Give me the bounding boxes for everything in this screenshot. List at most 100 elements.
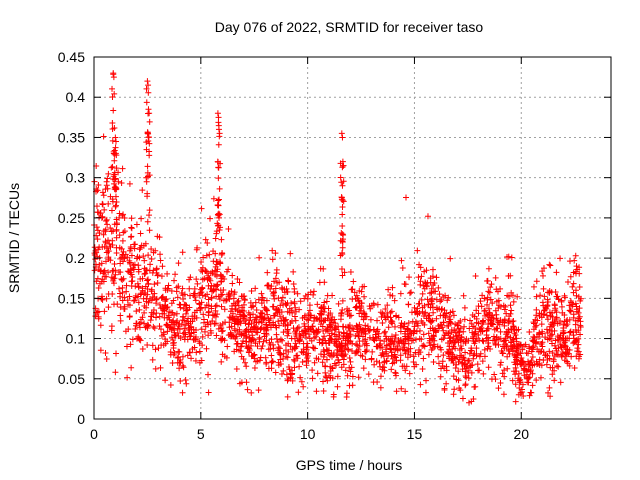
data-point — [275, 295, 282, 302]
data-point — [146, 110, 153, 117]
data-point — [332, 326, 339, 333]
data-point — [488, 281, 495, 288]
data-point — [440, 294, 447, 301]
data-point — [492, 376, 499, 383]
data-point — [105, 304, 112, 311]
data-point — [294, 352, 301, 359]
data-point — [502, 335, 509, 342]
data-point — [577, 331, 584, 338]
data-point — [146, 227, 153, 234]
data-point — [554, 336, 561, 343]
data-point — [317, 321, 324, 328]
data-point — [133, 221, 140, 228]
data-point — [509, 292, 516, 299]
data-point — [145, 134, 152, 141]
data-point — [148, 297, 155, 304]
data-point — [540, 357, 547, 364]
data-point — [323, 356, 330, 363]
data-point — [166, 316, 173, 323]
data-point — [492, 274, 499, 281]
data-point — [389, 292, 396, 299]
data-point — [115, 269, 122, 276]
data-point — [574, 348, 581, 355]
data-point — [294, 355, 301, 362]
data-point — [489, 300, 496, 307]
data-point — [127, 265, 134, 272]
data-point — [542, 304, 549, 311]
data-point — [347, 338, 354, 345]
data-point — [190, 292, 197, 299]
data-point — [133, 320, 140, 327]
data-point — [131, 261, 138, 268]
data-point — [210, 248, 217, 255]
data-point — [340, 162, 347, 169]
data-point — [540, 265, 547, 272]
data-point — [255, 387, 262, 394]
data-point — [552, 289, 559, 296]
data-point — [549, 310, 556, 317]
data-point — [453, 335, 460, 342]
data-point — [389, 284, 396, 291]
data-point — [462, 382, 469, 389]
data-point — [117, 317, 124, 324]
data-point — [576, 284, 583, 291]
data-point — [218, 328, 225, 335]
data-point — [221, 306, 228, 313]
data-point — [487, 345, 494, 352]
data-point — [337, 174, 344, 181]
data-point — [308, 337, 315, 344]
data-point — [113, 165, 120, 172]
data-point — [499, 350, 506, 357]
data-point — [148, 313, 155, 320]
data-point — [516, 384, 523, 391]
data-point — [277, 356, 284, 363]
data-point — [292, 304, 299, 311]
data-point — [150, 267, 157, 274]
data-point — [354, 324, 361, 331]
data-point — [563, 322, 570, 329]
data-point — [360, 309, 367, 316]
data-point — [420, 355, 427, 362]
data-point — [392, 354, 399, 361]
data-point — [544, 296, 551, 303]
data-point — [198, 205, 205, 212]
data-point — [520, 367, 527, 374]
data-point — [304, 344, 311, 351]
data-point — [95, 182, 102, 189]
data-point — [529, 382, 536, 389]
data-point — [315, 356, 322, 363]
data-point — [273, 331, 280, 338]
data-point — [402, 350, 409, 357]
data-point — [193, 246, 200, 253]
data-point — [334, 373, 341, 380]
data-point — [291, 285, 298, 292]
data-point — [347, 368, 354, 375]
data-point — [435, 284, 442, 291]
data-point — [503, 343, 510, 350]
data-point — [116, 232, 123, 239]
data-point — [481, 308, 488, 315]
data-point — [481, 346, 488, 353]
data-point — [122, 251, 129, 258]
data-point — [475, 310, 482, 317]
data-point — [544, 316, 551, 323]
data-point — [467, 362, 474, 369]
data-point — [137, 244, 144, 251]
data-point — [325, 350, 332, 357]
data-point — [305, 317, 312, 324]
data-point — [186, 349, 193, 356]
data-point — [135, 262, 142, 269]
data-point — [557, 379, 564, 386]
data-point — [326, 321, 333, 328]
data-point — [277, 302, 284, 309]
data-point — [507, 302, 514, 309]
data-point — [128, 271, 135, 278]
data-point — [436, 325, 443, 332]
data-point — [551, 367, 558, 374]
data-point — [145, 106, 152, 113]
data-point — [176, 326, 183, 333]
data-point — [168, 300, 175, 307]
data-point — [493, 336, 500, 343]
data-point — [531, 334, 538, 341]
data-point — [538, 341, 545, 348]
